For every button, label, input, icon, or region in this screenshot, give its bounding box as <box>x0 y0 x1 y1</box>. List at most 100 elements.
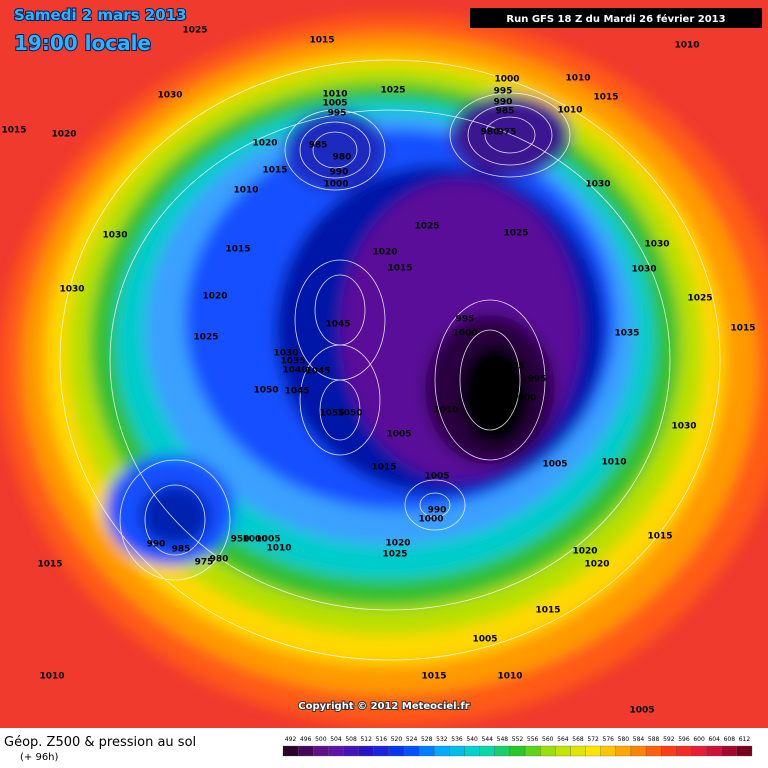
colorbar-label: 500 <box>315 736 327 743</box>
colorbar-swatch <box>585 745 601 757</box>
colorbar-swatch <box>358 745 374 757</box>
colorbar-swatch <box>555 745 571 757</box>
isobar-label: 975 <box>498 128 517 138</box>
isobar-label: 1010 <box>497 672 522 682</box>
isobar-label: 1050 <box>253 386 278 396</box>
colorbar-label: 544 <box>482 736 494 743</box>
colorbar: 492 496 500 504 508 512 516 520 524 528 532 536 540 5… <box>282 736 753 757</box>
isobar-label: 1010 <box>322 90 347 100</box>
isobar-labels: 1025 1015 1030 1015 1020 1010 1005 995 985 980 990… <box>1 26 755 716</box>
isobar-label: 1015 <box>387 264 412 274</box>
colorbar-label: 576 <box>603 736 615 743</box>
colorbar-label: 508 <box>345 736 357 743</box>
isobar-label: 1005 <box>499 362 524 372</box>
colorbar-label: 604 <box>708 736 720 743</box>
isobar-label: 1005 <box>629 706 654 716</box>
isobar-label: 1030 <box>157 91 182 101</box>
isobar-label: 985 <box>309 141 328 151</box>
isobar-label: 1010 <box>557 106 582 116</box>
colorbar-label: 548 <box>497 736 509 743</box>
isobar-label: 1010 <box>39 672 64 682</box>
isobar-label: 1025 <box>503 229 528 239</box>
colorbar-swatch <box>721 745 738 757</box>
isobar-label: 980 <box>210 555 229 565</box>
isobar-label: 1030 <box>631 265 656 275</box>
isobar-label: 1010 <box>601 458 626 468</box>
colorbar-label: 532 <box>436 736 448 743</box>
isobar-label: 990 <box>428 506 447 516</box>
colorbar-label: 516 <box>376 736 388 743</box>
colorbar-swatch <box>661 745 677 757</box>
colorbar-label: 568 <box>572 736 584 743</box>
isobar-label: 1030 <box>644 240 669 250</box>
isobar-label: 1030 <box>671 422 696 432</box>
isobar-label: 1000 <box>452 329 477 339</box>
isobar-label: 1000 <box>242 535 267 545</box>
colorbar-swatch <box>313 745 329 757</box>
isobar-label: 995 <box>456 315 475 325</box>
colorbar-swatch <box>282 745 299 757</box>
isobar-label: 1020 <box>372 248 397 258</box>
colorbar-label: 592 <box>663 736 675 743</box>
isobars <box>59 59 721 661</box>
colorbar-label: 520 <box>391 736 403 743</box>
colorbar-swatch <box>479 745 495 757</box>
isobar-label: 1020 <box>572 547 597 557</box>
colorbar-label: 588 <box>648 736 660 743</box>
isobar-label: 1000 <box>494 75 519 85</box>
colorbar-swatch <box>691 745 707 757</box>
isobar-label: 1005 <box>472 635 497 645</box>
isobar-label: 950 <box>231 535 250 545</box>
isobar-label: 1020 <box>584 560 609 570</box>
isobar-label: 990 <box>330 168 349 178</box>
isobar-label: 1025 <box>414 222 439 232</box>
colorbar-swatch <box>540 745 556 757</box>
isobar-label: 1045 <box>284 387 309 397</box>
isobar-label: 1030 <box>102 231 127 241</box>
colorbar-label: 556 <box>527 736 539 743</box>
isobar-label: 1035 <box>614 329 639 339</box>
isobar-label: 1020 <box>385 539 410 549</box>
colorbar-swatch <box>630 745 647 757</box>
colorbar-swatch <box>388 745 405 757</box>
map-field: 1025 1015 1030 1015 1020 1010 1005 995 985 980 990… <box>0 0 768 728</box>
isobar-label: 995 <box>328 109 347 119</box>
isobar-label: 1015 <box>37 560 62 570</box>
legend-lead: (+ 96h) <box>20 752 59 763</box>
isobar-label: 990 <box>494 98 513 108</box>
colorbar-swatch <box>297 745 314 757</box>
isobar-label: 1020 <box>252 139 277 149</box>
colorbar-label: 560 <box>542 736 554 743</box>
colorbar-label: 580 <box>618 736 630 743</box>
isobar-label: 1015 <box>1 126 26 136</box>
isobar-label: 1015 <box>262 166 287 176</box>
colorbar-swatch <box>524 745 541 757</box>
colorbar-label: 524 <box>406 736 418 743</box>
isobar-label: 1025 <box>193 333 218 343</box>
colorbar-swatch <box>570 745 586 757</box>
isobar-label: 1035 <box>280 357 305 367</box>
colorbar-label: 600 <box>693 736 705 743</box>
colorbar-swatch <box>434 745 450 757</box>
isobar-label: 1030 <box>59 285 84 295</box>
isobar-label: 1015 <box>309 36 334 46</box>
isobar-label: 980 <box>481 128 500 138</box>
colorbar-swatch <box>403 745 420 757</box>
isobar-label: 1020 <box>202 292 227 302</box>
colorbar-label: 564 <box>557 736 569 743</box>
isobar-label: 1010 <box>674 41 699 51</box>
isobar-label: 1025 <box>382 550 407 560</box>
isobar-label: 1000 <box>511 394 536 404</box>
colorbar-label: 492 <box>285 736 297 743</box>
colorbar-swatch <box>449 745 465 757</box>
colorbar-label: 496 <box>300 736 312 743</box>
isobar-label: 1045 <box>325 320 350 330</box>
colorbar-swatch <box>600 745 616 757</box>
isobar-label: 1015 <box>371 463 396 473</box>
isobar-label: 985 <box>496 107 515 117</box>
isobar-label: 1055 <box>319 409 344 419</box>
colorbar-label: 552 <box>512 736 524 743</box>
colorbar-label: 528 <box>421 736 433 743</box>
forecast-date: Samedi 2 mars 2013 <box>14 6 187 24</box>
